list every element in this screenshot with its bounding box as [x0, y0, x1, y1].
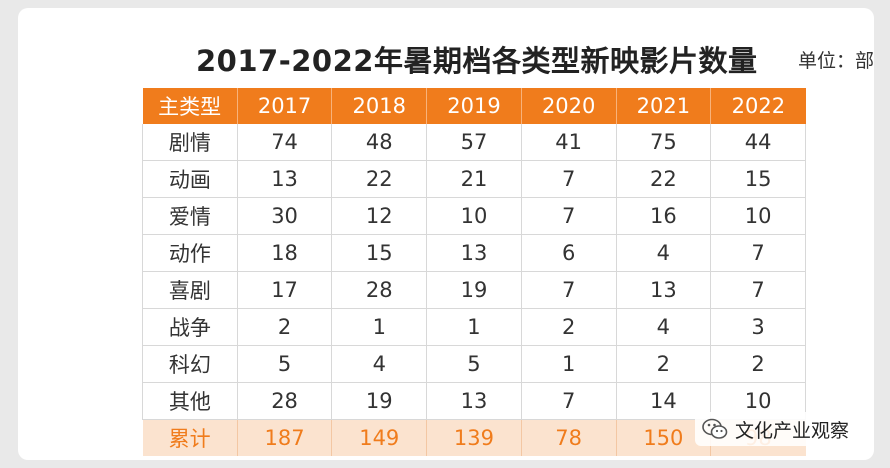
chart-card: 2017-2022年暑期档各类型新映影片数量 单位：部 主类型 2017 201…	[18, 8, 874, 460]
table-cell: 5	[426, 345, 522, 383]
table-cell: 13	[616, 271, 712, 309]
table-cell: 4	[331, 345, 428, 383]
table-row: 剧情 74 48 57 41 75 44	[142, 124, 806, 161]
table-cell: 7	[710, 234, 806, 272]
column-header: 2018	[331, 88, 428, 124]
data-table: 主类型 2017 2018 2019 2020 2021 2022 剧情 74 48…	[142, 88, 806, 456]
row-label-cell: 科幻	[142, 345, 238, 383]
table-cell: 44	[710, 124, 806, 161]
watermark-text: 文化产业观察	[735, 419, 850, 442]
table-cell: 7	[710, 271, 806, 309]
watermark: 文化产业观察	[695, 412, 860, 446]
row-label-cell: 动画	[142, 160, 238, 198]
column-header: 2017	[237, 88, 333, 124]
total-cell: 187	[237, 419, 333, 456]
table-cell: 13	[426, 382, 522, 420]
table-row: 喜剧 17 28 19 7 13 7	[142, 271, 806, 309]
table-cell: 1	[331, 308, 428, 346]
table-cell: 10	[710, 197, 806, 235]
table-cell: 7	[521, 160, 617, 198]
table-cell: 15	[331, 234, 428, 272]
table-cell: 1	[426, 308, 522, 346]
table-cell: 7	[521, 382, 617, 420]
table-cell: 13	[237, 160, 333, 198]
column-header: 2021	[616, 88, 712, 124]
table-cell: 7	[521, 271, 617, 309]
table-cell: 4	[616, 308, 712, 346]
table-cell: 41	[521, 124, 617, 161]
table-cell: 5	[237, 345, 333, 383]
row-label-cell: 动作	[142, 234, 238, 272]
row-label-cell: 其他	[142, 382, 238, 420]
table-cell: 15	[710, 160, 806, 198]
table-cell: 14	[616, 382, 712, 420]
row-label-cell: 剧情	[142, 124, 238, 161]
table-cell: 28	[331, 271, 428, 309]
table-cell: 74	[237, 124, 333, 161]
table-cell: 16	[616, 197, 712, 235]
table-cell: 2	[710, 345, 806, 383]
table-cell: 7	[521, 197, 617, 235]
table-row: 其他 28 19 13 7 14 10	[142, 382, 806, 420]
unit-label: 单位：部	[798, 50, 875, 72]
table-cell: 28	[237, 382, 333, 420]
row-label-cell: 爱情	[142, 197, 238, 235]
column-header: 2022	[710, 88, 806, 124]
page-title: 2017-2022年暑期档各类型新映影片数量	[196, 44, 758, 78]
table-cell: 2	[521, 308, 617, 346]
table-cell: 6	[521, 234, 617, 272]
column-header: 2020	[521, 88, 617, 124]
table-cell: 2	[237, 308, 333, 346]
total-cell: 累计	[142, 419, 238, 456]
column-header: 主类型	[142, 88, 238, 124]
wechat-icon	[701, 415, 729, 443]
table-row: 科幻 5 4 5 1 2 2	[142, 345, 806, 383]
table-header-row: 主类型 2017 2018 2019 2020 2021 2022	[142, 88, 806, 124]
table-cell: 19	[331, 382, 428, 420]
table-cell: 2	[616, 345, 712, 383]
table-row: 爱情 30 12 10 7 16 10	[142, 197, 806, 235]
table-cell: 48	[331, 124, 428, 161]
column-header: 2019	[426, 88, 522, 124]
row-label-cell: 喜剧	[142, 271, 238, 309]
table-cell: 57	[426, 124, 522, 161]
table-cell: 3	[710, 308, 806, 346]
table-cell: 13	[426, 234, 522, 272]
table-row: 动画 13 22 21 7 22 15	[142, 160, 806, 198]
table-row: 战争 2 1 1 2 4 3	[142, 308, 806, 346]
table-cell: 30	[237, 197, 333, 235]
table-cell: 10	[426, 197, 522, 235]
table-cell: 1	[521, 345, 617, 383]
table-cell: 22	[331, 160, 428, 198]
table-cell: 4	[616, 234, 712, 272]
table-cell: 19	[426, 271, 522, 309]
table-cell: 21	[426, 160, 522, 198]
table-cell: 18	[237, 234, 333, 272]
table-row: 动作 18 15 13 6 4 7	[142, 234, 806, 272]
row-label-cell: 战争	[142, 308, 238, 346]
table-cell: 17	[237, 271, 333, 309]
table-cell: 75	[616, 124, 712, 161]
table-cell: 22	[616, 160, 712, 198]
total-cell: 149	[331, 419, 428, 456]
total-cell: 139	[426, 419, 522, 456]
total-cell: 78	[521, 419, 617, 456]
table-cell: 12	[331, 197, 428, 235]
